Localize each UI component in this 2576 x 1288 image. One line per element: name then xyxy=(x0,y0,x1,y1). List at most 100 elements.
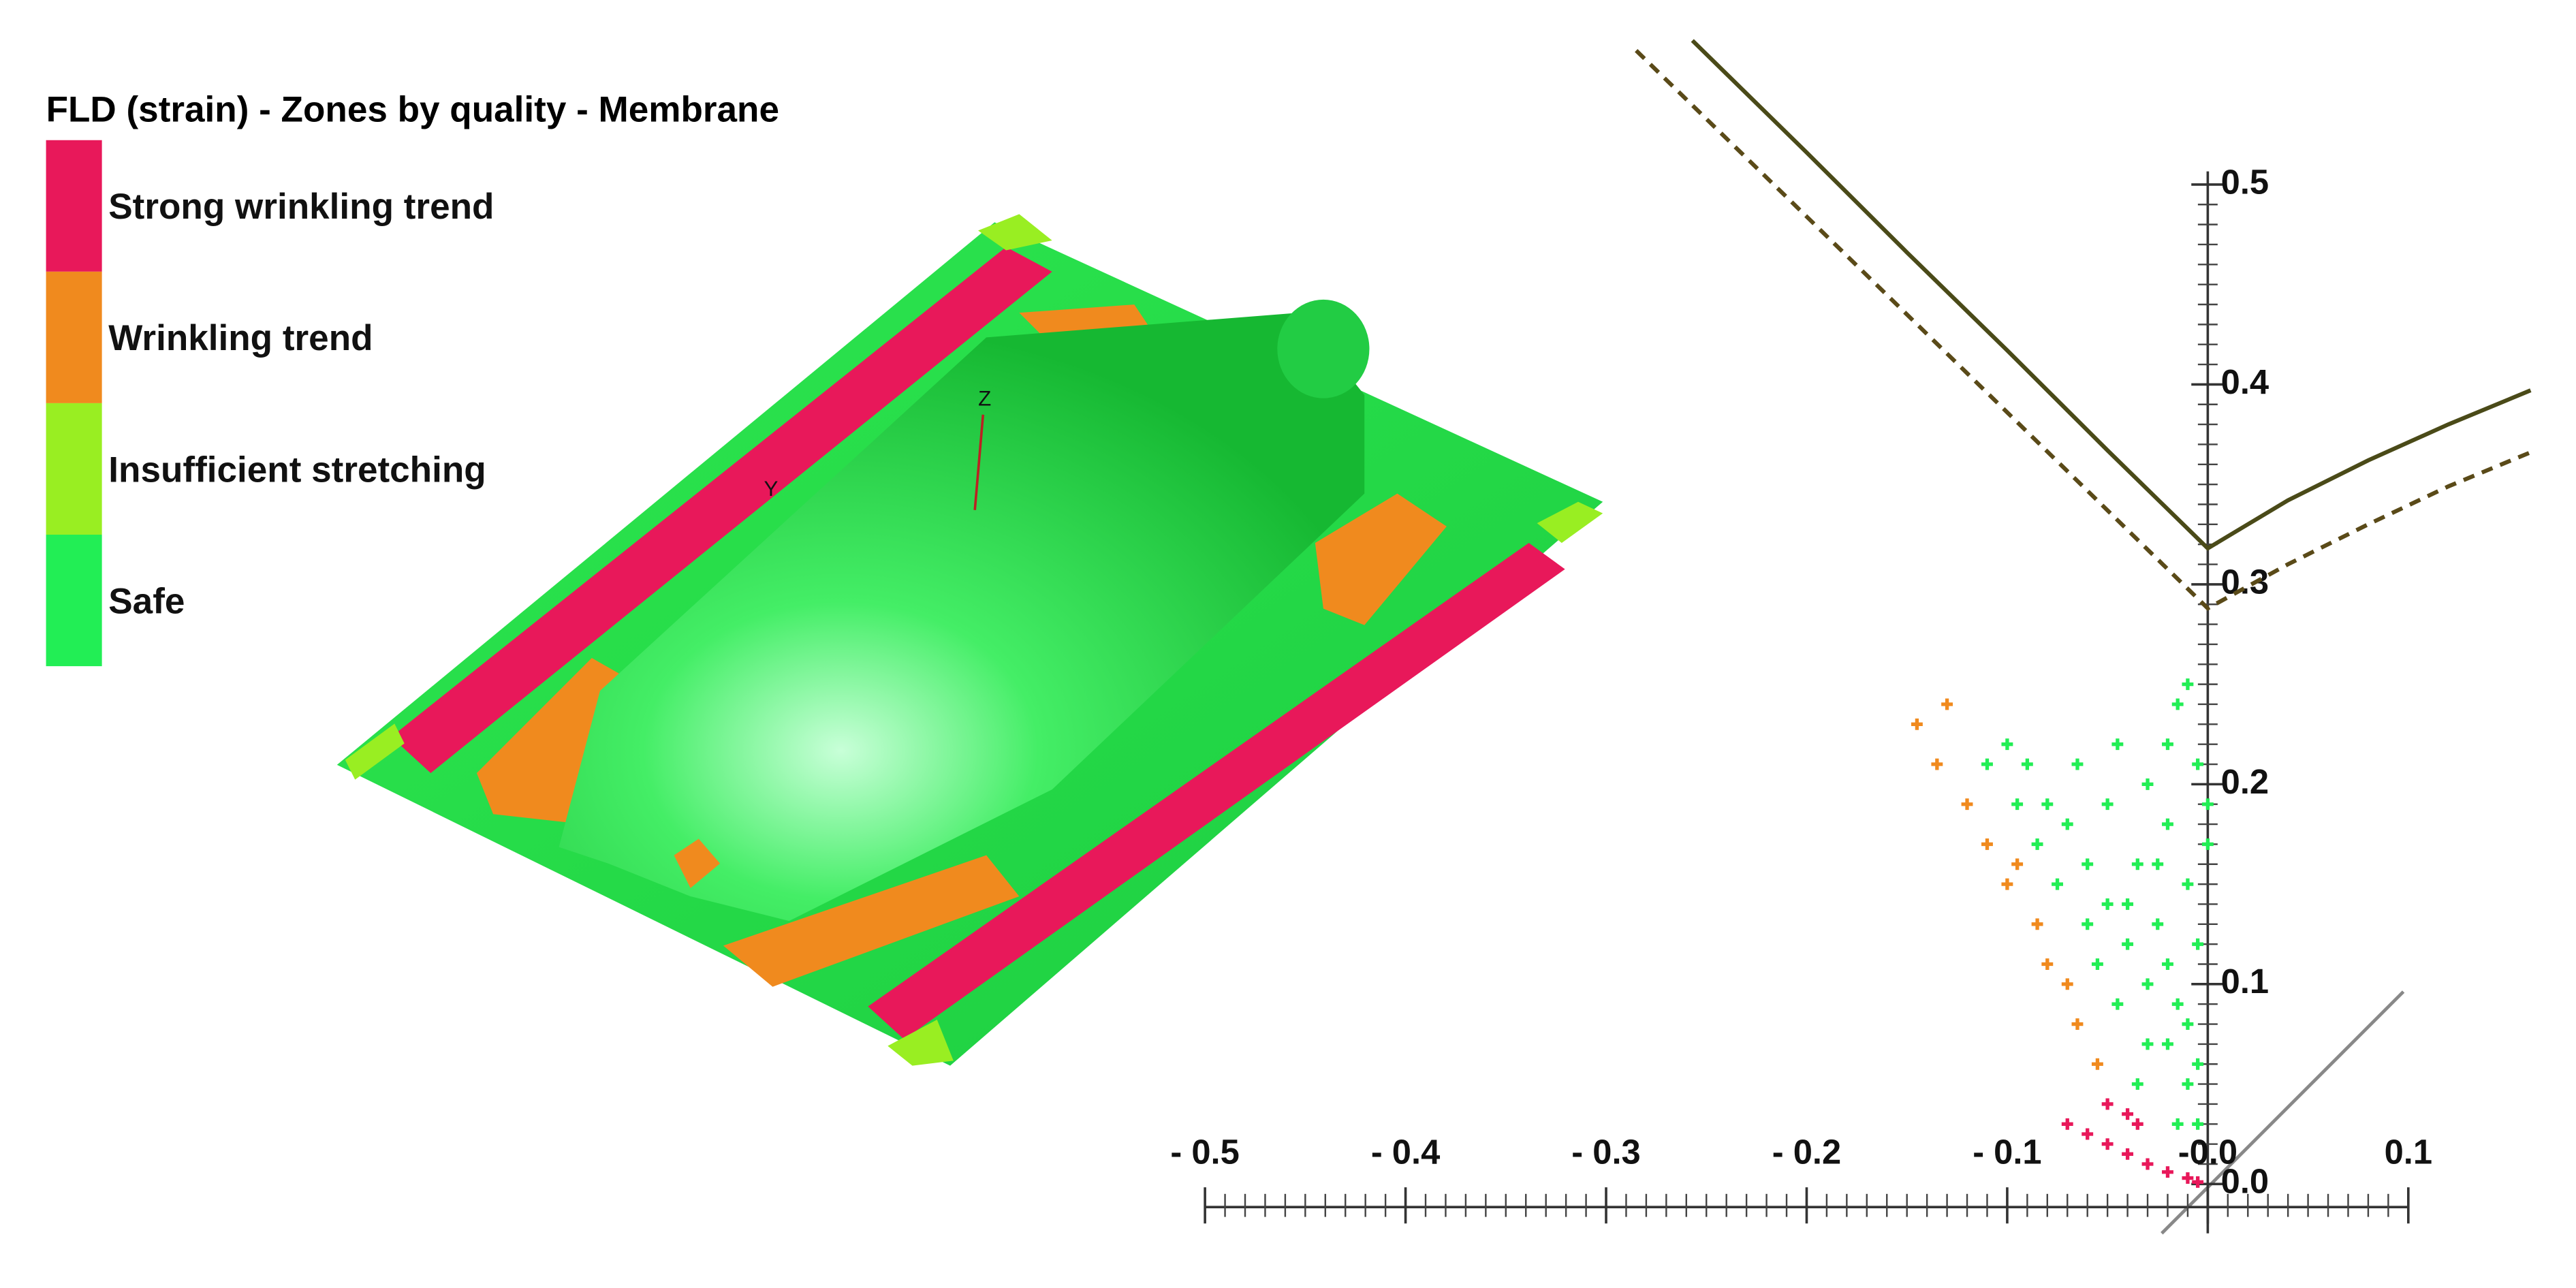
point xyxy=(2061,818,2073,830)
point xyxy=(2011,798,2024,811)
point xyxy=(2101,1138,2114,1150)
point xyxy=(2182,678,2194,691)
x-tick-label: -0.0 xyxy=(2178,1132,2237,1171)
point xyxy=(2001,878,2013,890)
point xyxy=(2111,738,2124,751)
legend-label: Safe xyxy=(108,581,185,621)
point xyxy=(1911,718,1923,730)
y-tick-label: 0.4 xyxy=(2221,362,2269,401)
point xyxy=(2031,918,2043,930)
point xyxy=(2182,878,2194,890)
x-tick-label: - 0.5 xyxy=(1170,1132,1239,1171)
point xyxy=(2152,918,2164,930)
x-tick-label: - 0.4 xyxy=(1371,1132,1440,1171)
legend-swatch xyxy=(46,403,102,535)
point xyxy=(2122,898,2134,910)
point xyxy=(2182,1018,2194,1031)
patch xyxy=(1315,493,1447,625)
legend-label: Wrinkling trend xyxy=(108,318,373,358)
x-tick-label: - 0.1 xyxy=(1973,1132,2041,1171)
point xyxy=(2031,838,2043,850)
patch xyxy=(674,838,721,888)
point xyxy=(2091,958,2103,970)
x-tick-label: - 0.3 xyxy=(1571,1132,1640,1171)
point xyxy=(2162,1038,2173,1050)
point xyxy=(2171,698,2184,710)
patch xyxy=(723,855,1020,987)
point xyxy=(2201,838,2214,850)
point xyxy=(2101,798,2114,811)
point xyxy=(2192,1118,2204,1130)
limit-curve xyxy=(1635,49,2532,611)
limit-curve xyxy=(1691,39,2532,551)
point xyxy=(2061,978,2073,990)
legend-swatch xyxy=(46,271,102,403)
strip xyxy=(868,543,1565,1039)
point xyxy=(1931,758,1943,770)
bulge xyxy=(559,313,1365,922)
axis-triad xyxy=(973,414,985,510)
chart-title: FLD (strain) - Zones by quality - Membra… xyxy=(46,90,779,130)
point xyxy=(2082,1128,2094,1140)
point xyxy=(2182,1172,2194,1184)
y-tick-label: 0.1 xyxy=(2221,962,2269,1001)
point xyxy=(2061,1118,2073,1130)
y-tick-label: 0.5 xyxy=(2221,162,2269,201)
point xyxy=(2041,958,2054,970)
point xyxy=(2162,738,2173,751)
point xyxy=(2011,858,2024,870)
legend-swatch xyxy=(46,140,102,272)
point xyxy=(2162,958,2173,970)
point xyxy=(2192,1058,2204,1070)
point xyxy=(2162,1166,2173,1178)
point xyxy=(2082,858,2094,870)
point xyxy=(2122,1108,2134,1120)
point xyxy=(2141,1158,2154,1170)
point xyxy=(2111,998,2124,1010)
point xyxy=(2101,1098,2114,1110)
cap xyxy=(1277,299,1370,398)
legend: Strong wrinkling trend Wrinkling trend Ins… xyxy=(46,140,494,667)
legend-label: Strong wrinkling trend xyxy=(108,187,494,227)
point xyxy=(2122,1148,2134,1160)
point xyxy=(2131,1118,2143,1130)
point xyxy=(2192,1176,2204,1188)
point xyxy=(2091,1058,2103,1070)
point xyxy=(2141,1038,2154,1050)
patch xyxy=(978,214,1052,251)
patch xyxy=(345,723,405,780)
x-tick-label: 0.1 xyxy=(2385,1132,2432,1171)
point xyxy=(2001,738,2013,751)
legend-swatch xyxy=(46,535,102,667)
point xyxy=(2192,758,2204,770)
plot: - 0.5 - 0.4 - 0.3 - 0.2 - 0.1 -0.0 0.1 0.0 0.1 0.… xyxy=(1170,39,2532,1234)
legend-label: Insufficient stretching xyxy=(108,450,486,490)
point xyxy=(1981,838,1993,850)
x-tick-label: - 0.2 xyxy=(1772,1132,1841,1171)
point xyxy=(1941,698,1953,710)
point xyxy=(2141,978,2154,990)
model-label: Y xyxy=(764,477,778,501)
model-label: Z xyxy=(978,386,991,410)
patch xyxy=(888,1019,954,1066)
point xyxy=(2171,998,2184,1010)
point xyxy=(2162,818,2173,830)
reference-line xyxy=(2161,990,2405,1235)
point xyxy=(1961,798,1973,811)
y-tick-label: 0.2 xyxy=(2221,762,2269,801)
point xyxy=(2152,858,2164,870)
point xyxy=(2021,758,2033,770)
point xyxy=(2082,918,2094,930)
point xyxy=(2131,858,2143,870)
point xyxy=(2041,798,2054,811)
point xyxy=(2182,1078,2194,1090)
point xyxy=(2192,938,2204,950)
strip xyxy=(391,247,1052,773)
patch xyxy=(1537,501,1603,544)
part-model: Z Y xyxy=(336,214,1603,1066)
point xyxy=(2071,758,2084,770)
point xyxy=(2071,1018,2084,1031)
point xyxy=(2052,878,2063,890)
point xyxy=(2171,1118,2184,1130)
